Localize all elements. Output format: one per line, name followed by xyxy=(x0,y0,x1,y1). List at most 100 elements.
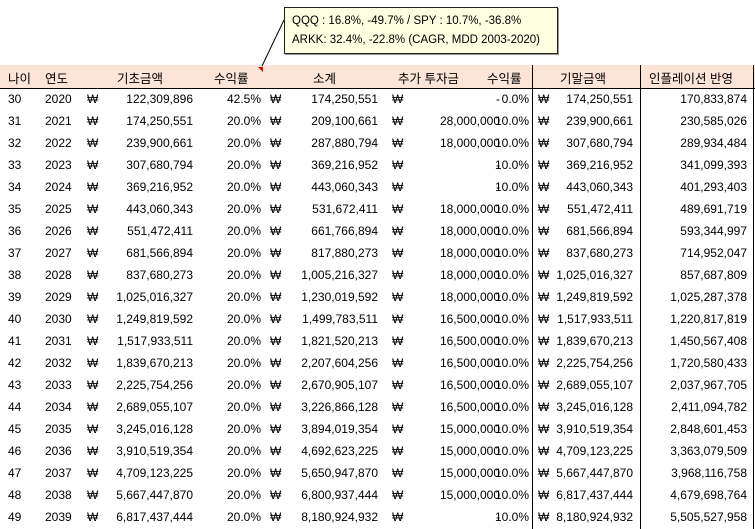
cell-ending-amount[interactable]: 307,680,794 xyxy=(566,136,633,150)
cell-currency-symbol[interactable]: ₩ xyxy=(87,290,99,304)
cell-currency-symbol[interactable]: ₩ xyxy=(392,158,404,172)
cell-extra-investment[interactable]: 16,500,000 xyxy=(439,378,500,392)
cell-currency-symbol[interactable]: ₩ xyxy=(87,312,99,326)
cell-subtotal[interactable]: 174,250,551 xyxy=(311,92,378,106)
cell-currency-symbol[interactable]: ₩ xyxy=(87,158,99,172)
cell-inflation-adjusted[interactable]: 489,691,719 xyxy=(680,202,747,216)
cell-currency-symbol[interactable]: ₩ xyxy=(87,356,99,370)
cell-age[interactable]: 33 xyxy=(8,158,22,172)
cell-currency-symbol[interactable]: ₩ xyxy=(87,400,99,414)
cell-extra-investment[interactable]: 18,000,000 xyxy=(439,268,500,282)
cell-inflation-adjusted[interactable]: 593,344,997 xyxy=(680,224,747,238)
cell-ending-amount[interactable]: 551,472,411 xyxy=(567,202,633,216)
cell-base-amount[interactable]: 6,817,437,444 xyxy=(116,510,193,524)
cell-age[interactable]: 48 xyxy=(8,488,22,502)
cell-base-amount[interactable]: 1,839,670,213 xyxy=(116,356,193,370)
cell-return-rate-2[interactable]: 10.0% xyxy=(494,334,529,348)
cell-base-amount[interactable]: 307,680,794 xyxy=(126,158,193,172)
cell-subtotal[interactable]: 3,226,866,128 xyxy=(301,400,378,414)
cell-year[interactable]: 2036 xyxy=(45,444,72,458)
cell-year[interactable]: 2024 xyxy=(45,180,72,194)
cell-currency-symbol[interactable]: ₩ xyxy=(270,158,282,172)
cell-ending-amount[interactable]: 681,566,894 xyxy=(566,224,633,238)
cell-age[interactable]: 32 xyxy=(8,136,22,150)
cell-currency-symbol[interactable]: ₩ xyxy=(87,334,99,348)
cell-extra-investment[interactable]: 18,000,000 xyxy=(439,136,500,150)
cell-return-rate[interactable]: 20.0% xyxy=(226,422,261,436)
cell-base-amount[interactable]: 239,900,661 xyxy=(126,136,193,150)
cell-base-amount[interactable]: 551,472,411 xyxy=(127,224,193,238)
cell-base-amount[interactable]: 369,216,952 xyxy=(126,180,193,194)
header-base-amount[interactable]: 기초금액 xyxy=(117,72,164,86)
cell-year[interactable]: 2023 xyxy=(45,158,72,172)
cell-currency-symbol[interactable]: ₩ xyxy=(538,92,550,106)
cell-return-rate-2[interactable]: 10.0% xyxy=(494,180,529,194)
cell-age[interactable]: 43 xyxy=(8,378,22,392)
cell-base-amount[interactable]: 3,245,016,128 xyxy=(116,422,193,436)
cell-return-rate-2[interactable]: 10.0% xyxy=(494,136,529,150)
cell-inflation-adjusted[interactable]: 341,099,393 xyxy=(680,158,747,172)
cell-currency-symbol[interactable]: ₩ xyxy=(392,312,404,326)
cell-year[interactable]: 2039 xyxy=(45,510,72,524)
cell-age[interactable]: 42 xyxy=(8,356,22,370)
cell-inflation-adjusted[interactable]: 5,505,527,958 xyxy=(670,510,747,524)
cell-subtotal[interactable]: 2,207,604,256 xyxy=(301,356,378,370)
cell-currency-symbol[interactable]: ₩ xyxy=(270,202,282,216)
header-return-rate-2[interactable]: 수익률 xyxy=(487,72,522,86)
cell-subtotal[interactable]: 531,672,411 xyxy=(312,202,378,216)
cell-ending-amount[interactable]: 837,680,273 xyxy=(566,246,633,260)
cell-return-rate[interactable]: 20.0% xyxy=(226,356,261,370)
header-extra-investment[interactable]: 추가 투자금 xyxy=(398,72,459,86)
cell-return-rate[interactable]: 20.0% xyxy=(226,202,261,216)
cell-return-rate-2[interactable]: 10.0% xyxy=(494,378,529,392)
cell-inflation-adjusted[interactable]: 857,687,809 xyxy=(680,268,747,282)
cell-extra-investment[interactable]: 18,000,000 xyxy=(439,224,500,238)
header-inflation-adjusted[interactable]: 인플레이션 반영 xyxy=(649,72,733,86)
cell-currency-symbol[interactable]: ₩ xyxy=(392,488,404,502)
cell-currency-symbol[interactable]: ₩ xyxy=(538,136,550,150)
cell-currency-symbol[interactable]: ₩ xyxy=(392,444,404,458)
cell-extra-investment[interactable]: 15,000,000 xyxy=(439,466,500,480)
cell-extra-investment[interactable]: - xyxy=(496,92,500,106)
cell-currency-symbol[interactable]: ₩ xyxy=(538,510,550,524)
cell-year[interactable]: 2028 xyxy=(45,268,72,282)
cell-return-rate[interactable]: 20.0% xyxy=(226,114,261,128)
cell-currency-symbol[interactable]: ₩ xyxy=(270,114,282,128)
cell-extra-investment[interactable]: 15,000,000 xyxy=(439,488,500,502)
cell-age[interactable]: 47 xyxy=(8,466,22,480)
cell-age[interactable]: 45 xyxy=(8,422,22,436)
header-ending-amount[interactable]: 기말금액 xyxy=(560,72,607,86)
cell-return-rate-2[interactable]: 10.0% xyxy=(494,510,529,524)
cell-return-rate-2[interactable]: 10.0% xyxy=(494,224,529,238)
cell-base-amount[interactable]: 837,680,273 xyxy=(126,268,193,282)
cell-return-rate-2[interactable]: 10.0% xyxy=(494,400,529,414)
cell-return-rate[interactable]: 20.0% xyxy=(226,312,261,326)
cell-return-rate-2[interactable]: 10.0% xyxy=(494,202,529,216)
cell-ending-amount[interactable]: 8,180,924,932 xyxy=(556,510,633,524)
cell-currency-symbol[interactable]: ₩ xyxy=(87,180,99,194)
cell-subtotal[interactable]: 1,005,216,327 xyxy=(301,268,378,282)
cell-currency-symbol[interactable]: ₩ xyxy=(270,92,282,106)
cell-base-amount[interactable]: 174,250,551 xyxy=(126,114,193,128)
cell-currency-symbol[interactable]: ₩ xyxy=(392,466,404,480)
cell-return-rate[interactable]: 20.0% xyxy=(226,378,261,392)
cell-inflation-adjusted[interactable]: 170,833,874 xyxy=(680,92,747,106)
cell-return-rate[interactable]: 20.0% xyxy=(226,136,261,150)
cell-year[interactable]: 2030 xyxy=(45,312,72,326)
cell-inflation-adjusted[interactable]: 401,293,403 xyxy=(680,180,747,194)
cell-return-rate-2[interactable]: 10.0% xyxy=(494,114,529,128)
cell-currency-symbol[interactable]: ₩ xyxy=(392,510,404,524)
cell-return-rate[interactable]: 20.0% xyxy=(226,246,261,260)
cell-ending-amount[interactable]: 5,667,447,870 xyxy=(556,466,633,480)
cell-subtotal[interactable]: 1,499,783,511 xyxy=(302,312,378,326)
cell-ending-amount[interactable]: 2,689,055,107 xyxy=(556,378,633,392)
cell-inflation-adjusted[interactable]: 1,220,817,819 xyxy=(670,312,747,326)
cell-age[interactable]: 35 xyxy=(8,202,22,216)
cell-return-rate-2[interactable]: 10.0% xyxy=(494,444,529,458)
cell-subtotal[interactable]: 3,894,019,354 xyxy=(301,422,378,436)
cell-return-rate-2[interactable]: 10.0% xyxy=(494,312,529,326)
cell-currency-symbol[interactable]: ₩ xyxy=(392,422,404,436)
cell-subtotal[interactable]: 209,100,661 xyxy=(311,114,378,128)
cell-currency-symbol[interactable]: ₩ xyxy=(392,356,404,370)
cell-return-rate[interactable]: 20.0% xyxy=(226,224,261,238)
